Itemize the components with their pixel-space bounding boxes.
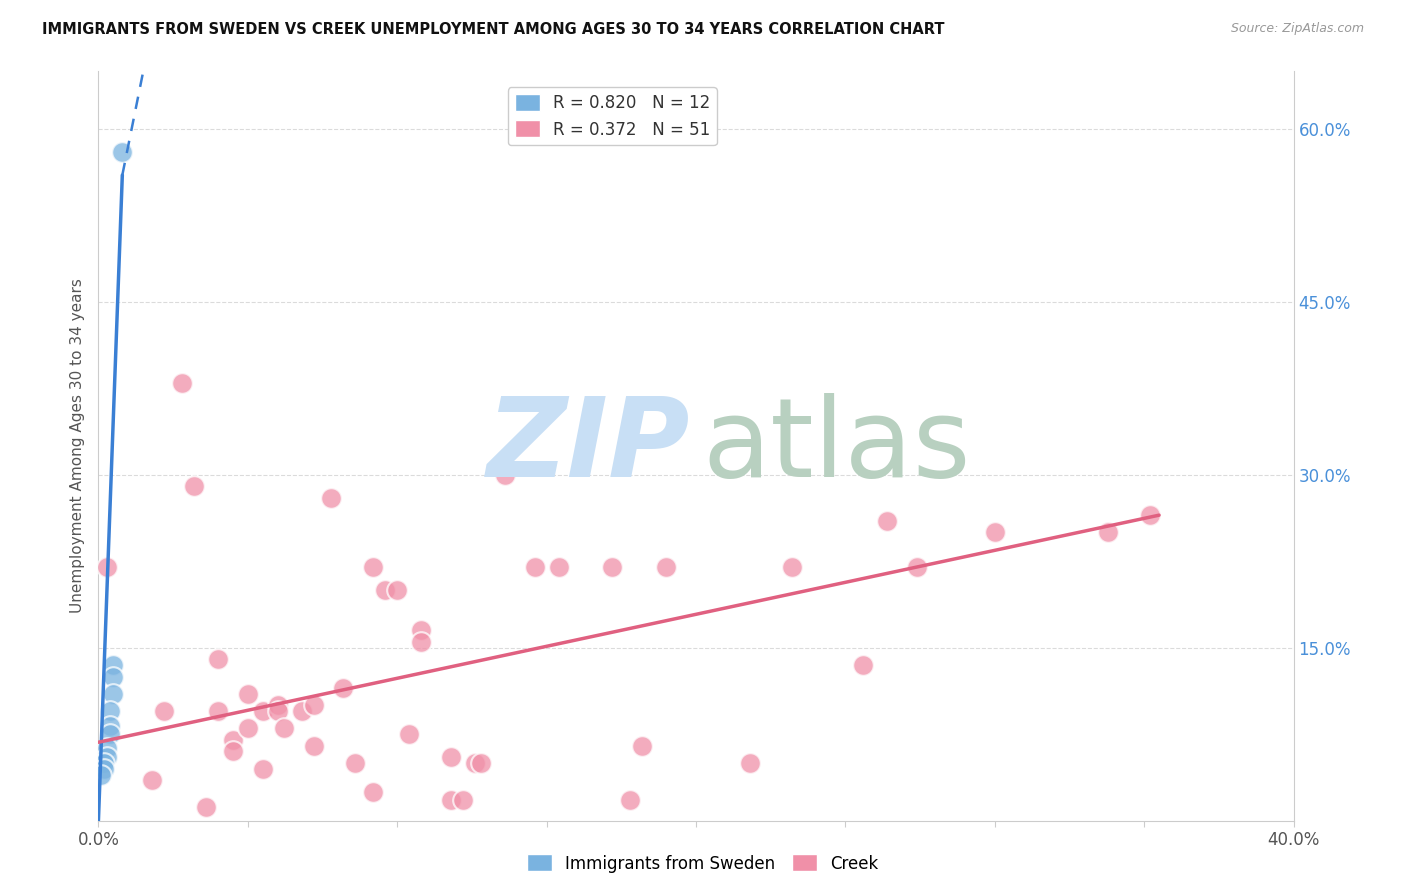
Point [332,681,354,695]
Point [267,698,290,713]
Point [619,793,641,807]
Text: IMMIGRANTS FROM SWEDEN VS CREEK UNEMPLOYMENT AMONG AGES 30 TO 34 YEARS CORRELATI: IMMIGRANTS FROM SWEDEN VS CREEK UNEMPLOY… [42,22,945,37]
Point [96,750,118,764]
Point [103,687,125,701]
Point [172,376,194,390]
Point [302,739,325,753]
Point [655,560,678,574]
Point [905,560,928,574]
Point [876,514,898,528]
Point [93,762,115,776]
Y-axis label: Unemployment Among Ages 30 to 34 years: Unemployment Among Ages 30 to 34 years [69,278,84,614]
Point [273,722,295,736]
Point [440,793,463,807]
Point [1097,525,1119,540]
Point [267,704,290,718]
Point [236,687,259,701]
Point [780,560,803,574]
Point [252,704,274,718]
Point [344,756,367,770]
Point [90,767,112,781]
Point [363,785,385,799]
Point [252,762,274,776]
Point [207,652,229,666]
Point [141,773,163,788]
Legend: Immigrants from Sweden, Creek: Immigrants from Sweden, Creek [520,847,886,880]
Point [291,704,314,718]
Point [96,741,118,756]
Point [547,560,569,574]
Point [153,704,176,718]
Point [93,756,115,770]
Point [411,624,433,638]
Point [385,583,409,598]
Point [494,467,516,482]
Point [738,756,761,770]
Text: atlas: atlas [702,392,970,500]
Point [98,727,122,741]
Legend: R = 0.820   N = 12, R = 0.372   N = 51: R = 0.820 N = 12, R = 0.372 N = 51 [508,87,717,145]
Point [602,560,624,574]
Point [111,145,134,159]
Point [852,658,875,673]
Point [523,560,546,574]
Point [464,756,486,770]
Point [96,560,118,574]
Point [183,479,205,493]
Point [411,635,433,649]
Point [374,583,396,598]
Point [207,704,229,718]
Point [440,750,463,764]
Text: ZIP: ZIP [486,392,690,500]
Point [236,722,259,736]
Point [103,658,125,673]
Point [631,739,654,753]
Point [398,727,420,741]
Point [302,698,325,713]
Point [363,560,385,574]
Point [321,491,343,505]
Point [1139,508,1161,523]
Point [98,704,122,718]
Text: Source: ZipAtlas.com: Source: ZipAtlas.com [1230,22,1364,36]
Point [984,525,1007,540]
Point [470,756,492,770]
Point [451,793,474,807]
Point [222,733,245,747]
Point [222,744,245,758]
Point [195,799,218,814]
Point [103,669,125,683]
Point [98,719,122,733]
